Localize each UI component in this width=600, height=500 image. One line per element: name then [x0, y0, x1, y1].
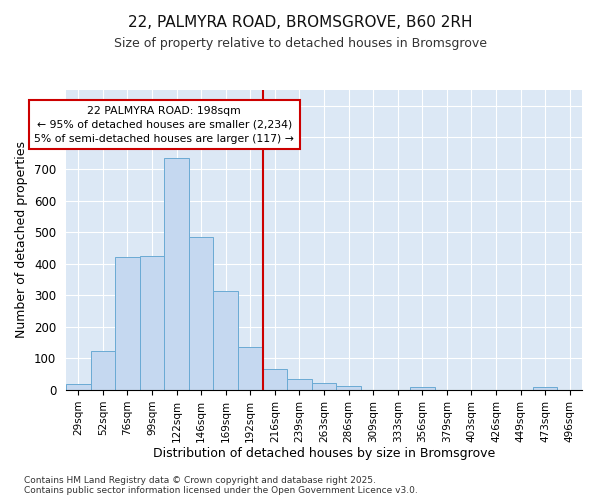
- Y-axis label: Number of detached properties: Number of detached properties: [16, 142, 28, 338]
- Text: 22 PALMYRA ROAD: 198sqm
← 95% of detached houses are smaller (2,234)
5% of semi-: 22 PALMYRA ROAD: 198sqm ← 95% of detache…: [34, 106, 294, 144]
- Text: Contains HM Land Registry data © Crown copyright and database right 2025.
Contai: Contains HM Land Registry data © Crown c…: [24, 476, 418, 495]
- Bar: [287, 379, 312, 390]
- Bar: [115, 258, 140, 390]
- Bar: [410, 388, 434, 390]
- X-axis label: Distribution of detached houses by size in Bromsgrove: Distribution of detached houses by size …: [153, 448, 495, 460]
- Bar: [238, 348, 263, 390]
- Bar: [312, 383, 336, 390]
- Bar: [164, 158, 189, 390]
- Text: Size of property relative to detached houses in Bromsgrove: Size of property relative to detached ho…: [113, 38, 487, 51]
- Bar: [140, 256, 164, 390]
- Bar: [91, 350, 115, 390]
- Bar: [189, 237, 214, 390]
- Bar: [533, 388, 557, 390]
- Bar: [66, 384, 91, 390]
- Bar: [336, 386, 361, 390]
- Bar: [263, 370, 287, 390]
- Bar: [214, 290, 238, 390]
- Text: 22, PALMYRA ROAD, BROMSGROVE, B60 2RH: 22, PALMYRA ROAD, BROMSGROVE, B60 2RH: [128, 15, 472, 30]
